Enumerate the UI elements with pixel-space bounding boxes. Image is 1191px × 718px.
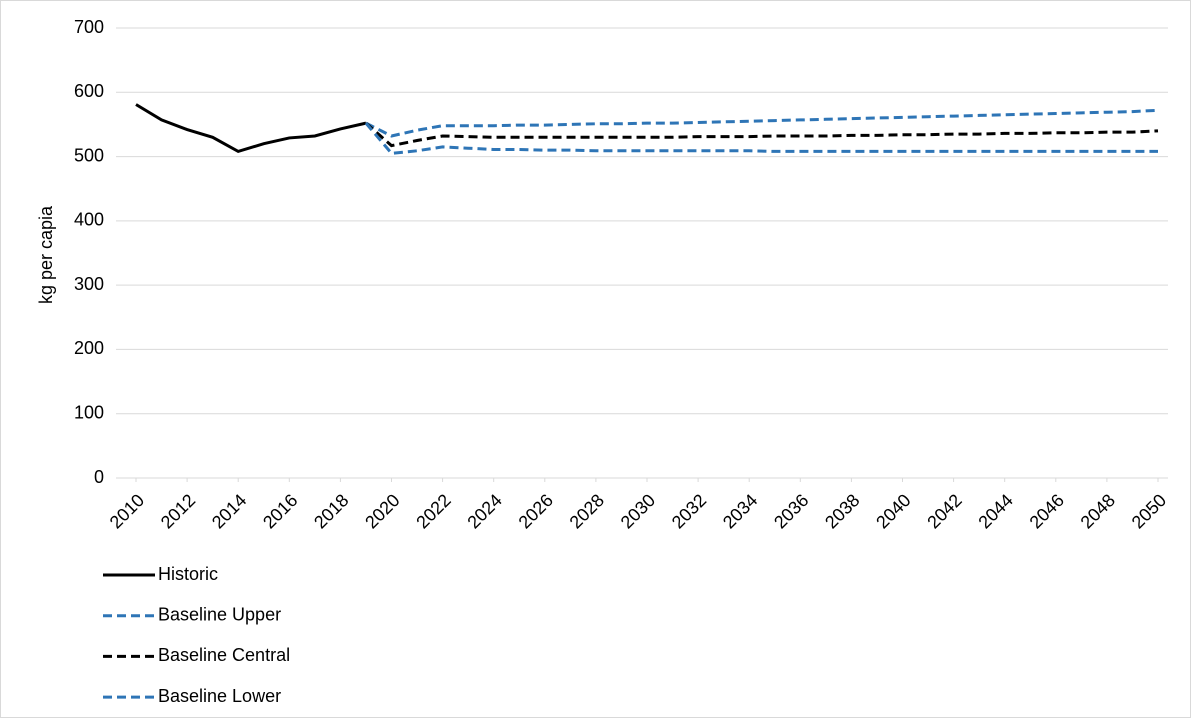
y-tick-label: 0 bbox=[94, 467, 104, 487]
y-tick-label: 300 bbox=[74, 274, 104, 294]
legend-label: Baseline Central bbox=[158, 645, 290, 665]
y-tick-label: 700 bbox=[74, 17, 104, 37]
series-line bbox=[135, 103, 367, 154]
series-line bbox=[364, 122, 1159, 148]
y-tick-label: 500 bbox=[74, 145, 104, 165]
y-tick-label: 400 bbox=[74, 210, 104, 230]
series-line bbox=[364, 122, 1158, 155]
y-tick-label: 200 bbox=[74, 338, 104, 358]
legend-label: Baseline Upper bbox=[158, 604, 281, 624]
y-tick-label: 100 bbox=[74, 402, 104, 422]
series-line bbox=[365, 108, 1159, 138]
y-tick-label: 600 bbox=[74, 81, 104, 101]
legend-label: Baseline Lower bbox=[158, 686, 281, 706]
legend-label: Historic bbox=[158, 564, 218, 584]
y-axis-title: kg per capia bbox=[36, 205, 56, 304]
